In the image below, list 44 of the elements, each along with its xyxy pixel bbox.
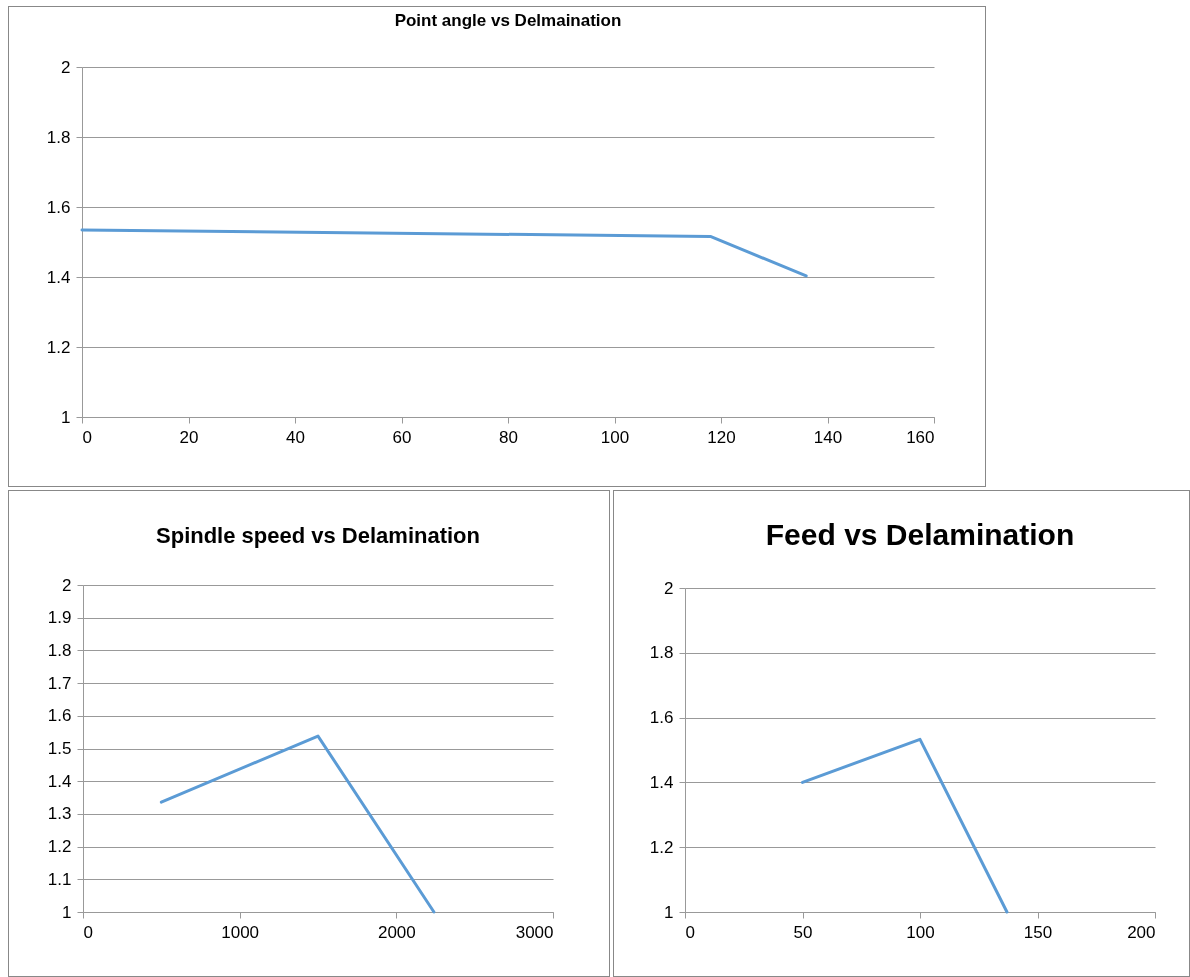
y-tick-label: 1.5	[47, 739, 72, 758]
y-tick-label: 1.4	[649, 772, 674, 792]
chart-title: Feed vs Delamination	[765, 518, 1075, 551]
x-tick-label: 140	[813, 427, 843, 447]
y-tick-label: 1	[62, 902, 72, 922]
x-tick-label: 120	[707, 427, 736, 447]
x-tick-label: 100	[906, 922, 935, 942]
y-tick-label: 1.8	[649, 643, 674, 663]
y-tick-label: 2	[62, 575, 72, 595]
y-tick-label: 1.8	[46, 127, 71, 147]
y-tick-label: 1.7	[47, 673, 72, 693]
x-tick-label: 1000	[221, 922, 260, 942]
y-tick-label: 2	[664, 578, 674, 598]
y-tick-label: 1.9	[47, 608, 72, 628]
x-tick-label: 2000	[377, 922, 416, 942]
x-tick-label: 0	[83, 922, 93, 942]
x-tick-label: 80	[499, 427, 518, 447]
y-tick-label: 2	[61, 57, 71, 77]
x-tick-label: 0	[685, 922, 695, 942]
x-tick-label: 3000	[515, 922, 554, 942]
y-tick-label: 1.8	[47, 640, 72, 660]
y-tick-label: 1	[664, 902, 674, 922]
x-tick-label: 20	[179, 427, 199, 447]
chart-title: Point angle vs Delmaination	[394, 11, 622, 30]
y-tick-label: 1.6	[47, 706, 72, 726]
x-tick-label: 40	[286, 427, 305, 447]
x-tick-label: 60	[392, 427, 412, 447]
y-tick-label: 1.2	[46, 337, 71, 357]
y-tick-label: 1	[61, 407, 71, 427]
chart-title: Spindle speed vs Delamination	[156, 523, 480, 548]
y-tick-label: 1.4	[46, 267, 71, 287]
y-tick-label: 1.2	[47, 837, 72, 857]
x-tick-label: 150	[1023, 922, 1053, 942]
y-tick-label: 1.1	[47, 869, 72, 889]
x-tick-label: 160	[906, 427, 935, 447]
y-tick-label: 1.3	[47, 804, 72, 824]
y-tick-label: 1.6	[46, 197, 71, 217]
y-tick-label: 1.4	[47, 771, 72, 791]
x-tick-label: 50	[793, 922, 813, 942]
y-tick-label: 1.2	[649, 837, 674, 857]
x-tick-label: 0	[82, 427, 92, 447]
x-tick-label: 100	[600, 427, 630, 447]
y-tick-label: 1.6	[649, 708, 674, 728]
x-tick-label: 200	[1127, 922, 1156, 942]
